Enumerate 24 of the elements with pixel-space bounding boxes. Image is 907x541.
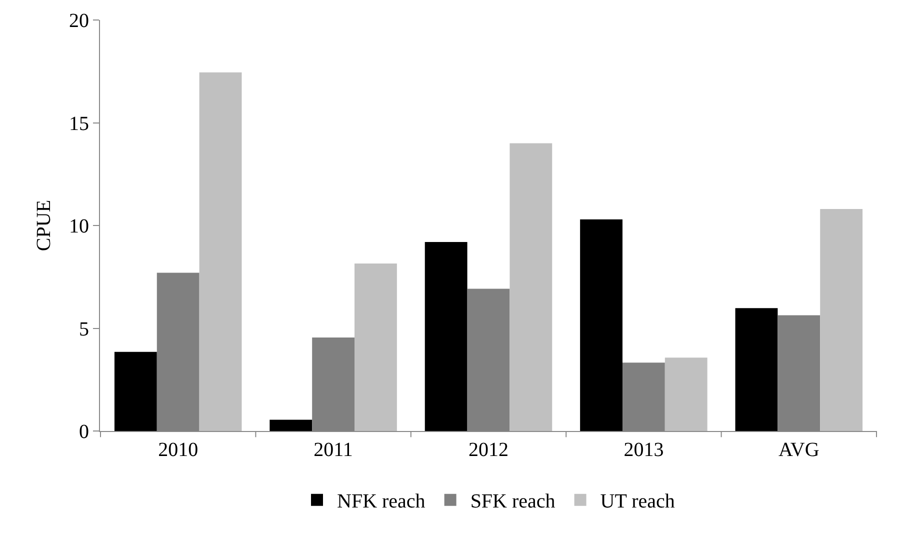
y-tick-label: 10 xyxy=(69,216,89,238)
x-tick-label: 2013 xyxy=(624,439,664,461)
x-tick-label: AVG xyxy=(778,439,820,461)
y-tick-label: 15 xyxy=(69,112,89,135)
legend-label: UT reach xyxy=(600,490,675,513)
bar xyxy=(820,209,863,431)
bar xyxy=(580,219,622,431)
bar xyxy=(664,358,708,431)
y-tick-label: 20 xyxy=(69,10,89,32)
bar xyxy=(270,420,312,431)
bar xyxy=(424,242,468,431)
y-axis-title: CPUE xyxy=(33,200,55,252)
y-tick-label: 0 xyxy=(79,421,89,443)
x-tick-label: 2011 xyxy=(314,439,353,461)
x-tick-label: 2012 xyxy=(468,439,508,461)
bar xyxy=(199,72,242,431)
y-tick-label: 5 xyxy=(79,318,89,340)
x-tick-label: 2010 xyxy=(158,439,198,461)
bar xyxy=(510,143,552,431)
bar xyxy=(354,264,397,431)
legend-label: SFK reach xyxy=(470,490,556,513)
bar xyxy=(114,352,157,431)
legend-label: NFK reach xyxy=(337,490,426,513)
bar xyxy=(735,308,778,431)
